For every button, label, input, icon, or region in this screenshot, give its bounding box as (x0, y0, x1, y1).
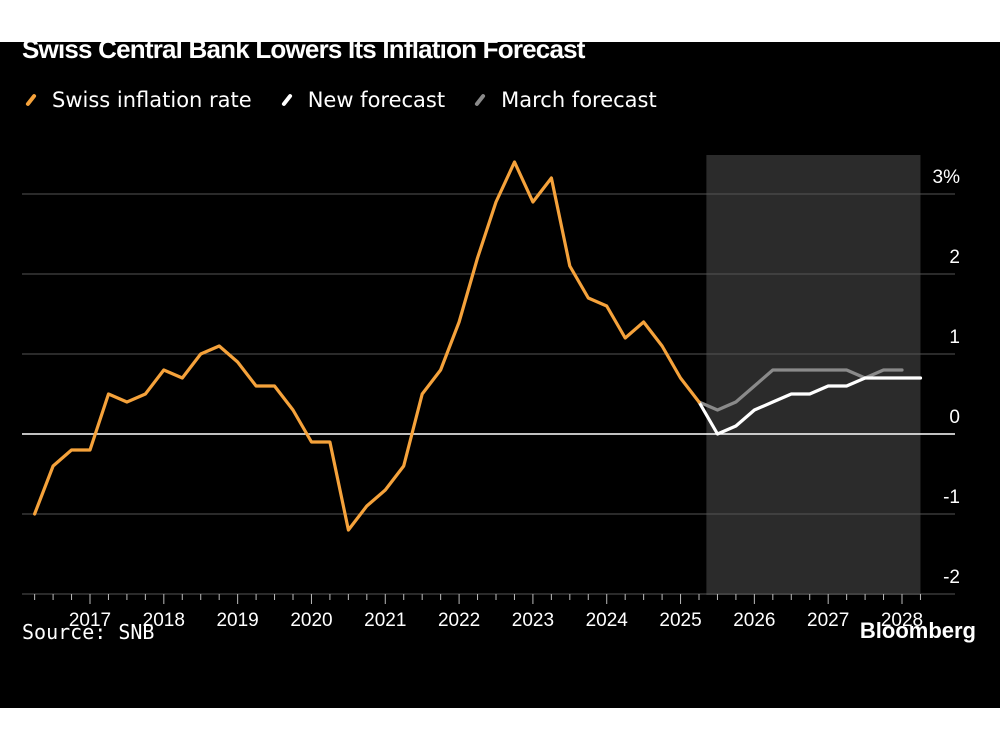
x-tick-label: 2018 (143, 610, 185, 631)
y-tick-label: -2 (943, 567, 960, 588)
source-note: Source: SNB (22, 620, 155, 644)
x-tick-label: 2028 (881, 610, 923, 631)
x-tick-label: 2023 (512, 610, 554, 631)
x-tick-label: 2025 (659, 610, 701, 631)
series-line-new-forecast (697, 376, 923, 436)
legend-item-new-forecast: New forecast (278, 88, 445, 112)
legend: Swiss inflation rate New forecast March … (22, 86, 683, 114)
chart-title: Swiss Central Bank Lowers Its Inflation … (22, 34, 585, 64)
x-tick-label: 2017 (69, 610, 111, 631)
legend-label-swiss-inflation: Swiss inflation rate (52, 88, 252, 112)
x-tick-label: 2022 (438, 610, 480, 631)
y-tick-label: 3% (933, 167, 961, 188)
x-tick-label: 2024 (586, 610, 629, 631)
y-tick-label: 1 (949, 327, 960, 348)
y-tick-label: 0 (949, 407, 960, 428)
series-line-swiss-inflation (32, 160, 701, 532)
legend-item-swiss-inflation: Swiss inflation rate (22, 88, 252, 112)
legend-item-march-forecast: March forecast (471, 88, 657, 112)
x-tick-label: 2027 (807, 610, 849, 631)
y-tick-label: -1 (943, 487, 960, 508)
forecast-region (706, 155, 921, 595)
x-tick-label: 2026 (733, 610, 775, 631)
x-tick-label: 2021 (364, 610, 406, 631)
x-tick-label: 2019 (216, 610, 258, 631)
legend-label-new-forecast: New forecast (307, 88, 446, 112)
bloomberg-logo: Bloomberg (859, 618, 976, 643)
y-tick-label: 2 (949, 247, 960, 268)
x-tick-label: 2020 (290, 610, 332, 631)
legend-label-march-forecast: March forecast (501, 88, 657, 112)
